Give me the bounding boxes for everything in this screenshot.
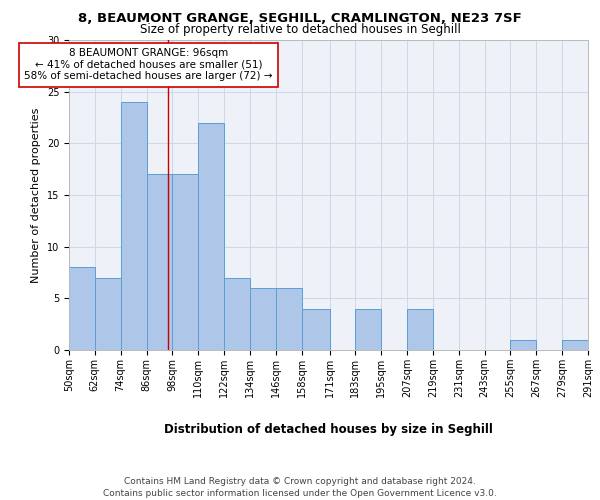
Bar <box>511 340 536 350</box>
Bar <box>198 122 224 350</box>
Bar <box>69 268 95 350</box>
Text: 8 BEAUMONT GRANGE: 96sqm
← 41% of detached houses are smaller (51)
58% of semi-d: 8 BEAUMONT GRANGE: 96sqm ← 41% of detach… <box>25 48 273 82</box>
Bar <box>276 288 302 350</box>
Bar <box>121 102 146 350</box>
Bar <box>224 278 250 350</box>
Bar <box>407 308 433 350</box>
Bar <box>146 174 172 350</box>
Text: Distribution of detached houses by size in Seghill: Distribution of detached houses by size … <box>164 422 493 436</box>
Bar <box>250 288 276 350</box>
Text: Contains HM Land Registry data © Crown copyright and database right 2024.
Contai: Contains HM Land Registry data © Crown c… <box>103 476 497 498</box>
Text: 8, BEAUMONT GRANGE, SEGHILL, CRAMLINGTON, NE23 7SF: 8, BEAUMONT GRANGE, SEGHILL, CRAMLINGTON… <box>78 12 522 24</box>
Bar <box>172 174 198 350</box>
Bar <box>562 340 588 350</box>
Bar <box>95 278 121 350</box>
Bar <box>302 308 329 350</box>
Bar <box>588 340 600 350</box>
Bar <box>355 308 381 350</box>
Text: Size of property relative to detached houses in Seghill: Size of property relative to detached ho… <box>140 22 460 36</box>
Y-axis label: Number of detached properties: Number of detached properties <box>31 108 41 282</box>
